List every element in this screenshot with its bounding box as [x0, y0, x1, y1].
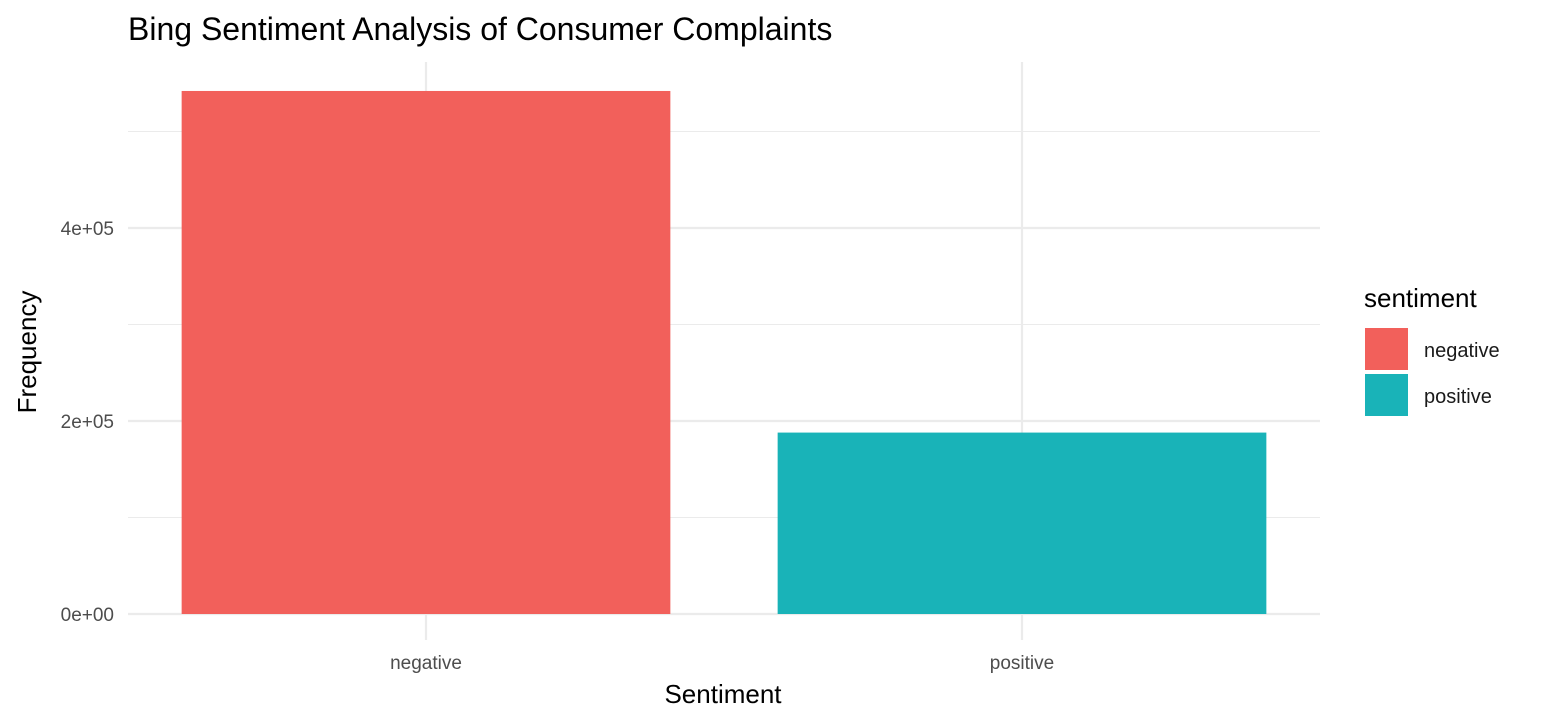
y-tick-label: 2e+05: [61, 412, 114, 433]
legend-key-positive: [1365, 374, 1408, 416]
legend: sentiment negative positive: [1364, 283, 1500, 416]
bars: [181, 90, 1267, 615]
x-tick-label: positive: [990, 653, 1054, 674]
legend-title: sentiment: [1364, 283, 1477, 313]
bar-positive: [777, 432, 1267, 614]
y-axis-title: Frequency: [12, 291, 42, 414]
legend-key-negative: [1365, 328, 1408, 370]
x-tick-label: negative: [390, 653, 462, 674]
x-axis-title: Sentiment: [664, 679, 782, 709]
legend-label-negative: negative: [1424, 340, 1500, 362]
legend-label-positive: positive: [1424, 386, 1492, 408]
x-axis-ticks: negative positive: [390, 653, 1054, 674]
legend-items: negative positive: [1365, 328, 1500, 416]
y-tick-label: 4e+05: [61, 219, 114, 240]
bar-negative: [181, 90, 671, 615]
y-tick-label: 0e+00: [61, 605, 114, 626]
y-axis-ticks: 0e+00 2e+05 4e+05: [61, 219, 114, 626]
chart-title: Bing Sentiment Analysis of Consumer Comp…: [128, 11, 832, 47]
